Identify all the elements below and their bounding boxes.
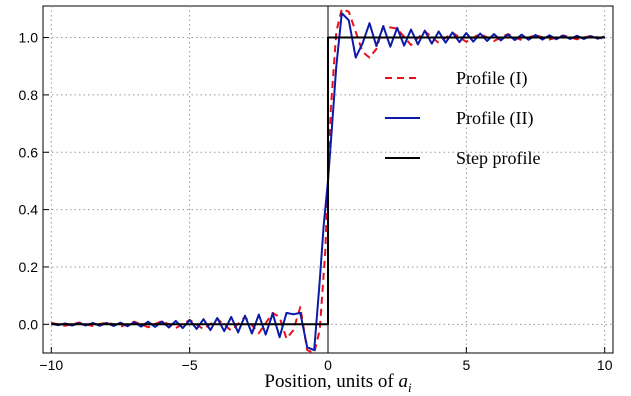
y-tick-label: 0.4 bbox=[19, 202, 39, 218]
y-tick-label: 1.0 bbox=[19, 30, 39, 46]
x-tick-label: −10 bbox=[39, 357, 63, 373]
step-profile-line bbox=[51, 36, 605, 326]
x-tick-label: 0 bbox=[324, 357, 332, 373]
x-tick-label: −5 bbox=[182, 357, 198, 373]
y-tick-label: 0.0 bbox=[19, 316, 39, 332]
legend-label-profile-ii: Profile (II) bbox=[456, 108, 533, 129]
x-tick-label: 10 bbox=[597, 357, 613, 373]
legend: Profile (I) Profile (II) Step profile bbox=[385, 68, 540, 168]
x-tick-label: 5 bbox=[462, 357, 470, 373]
y-tick-label: 0.6 bbox=[19, 144, 39, 160]
x-axis-title-text: Position, units of bbox=[264, 371, 398, 392]
y-tick-label: 0.2 bbox=[19, 259, 39, 275]
axis-ticks: −10 −5 0 5 10 0.0 0.2 0.4 0.6 0.8 1.0 bbox=[19, 30, 613, 373]
x-axis-title: Position, units of ai bbox=[264, 371, 412, 395]
y-tick-label: 0.8 bbox=[19, 87, 39, 103]
legend-label-profile-i: Profile (I) bbox=[456, 68, 527, 89]
x-axis-title-symbol: a bbox=[398, 371, 408, 392]
legend-label-step-profile: Step profile bbox=[456, 148, 540, 168]
x-axis-title-subscript: i bbox=[408, 380, 412, 395]
series-group bbox=[51, 7, 606, 354]
